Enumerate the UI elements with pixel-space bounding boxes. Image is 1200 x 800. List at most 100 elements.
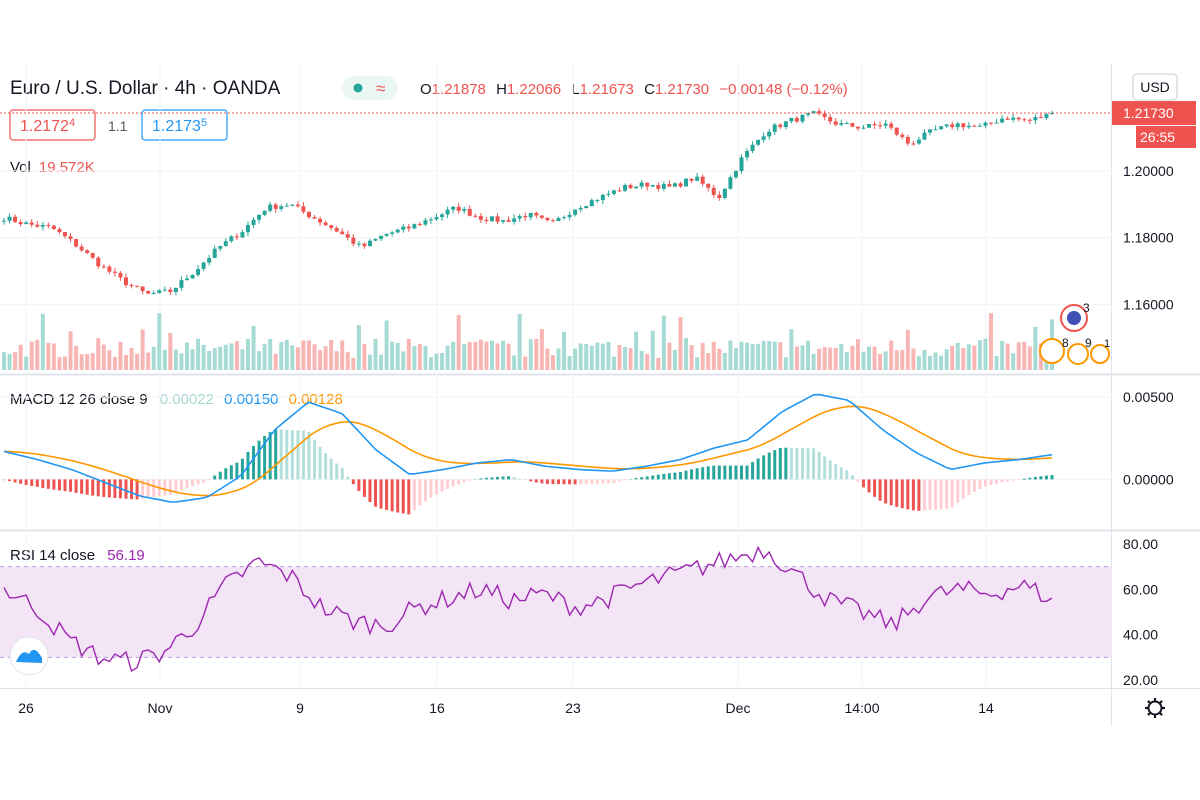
candle-body — [822, 113, 827, 117]
volume-bar — [118, 341, 123, 370]
buy-button[interactable] — [141, 109, 228, 141]
volume-bar — [229, 343, 234, 370]
volume-bar — [51, 343, 56, 370]
macd-histogram-bar — [922, 479, 926, 511]
candle-body — [257, 214, 262, 220]
macd-histogram-bar — [1028, 477, 1032, 480]
candle-body — [196, 268, 201, 275]
us-event-icon[interactable] — [1090, 344, 1110, 364]
candle-body — [434, 217, 439, 220]
candle-body — [318, 218, 323, 223]
volume-bar — [351, 357, 356, 370]
candle-body — [190, 274, 195, 279]
symbol-title: Euro / U.S. Dollar · 4h · OANDA — [10, 78, 281, 99]
macd-histogram-bar — [240, 458, 244, 480]
us-event-icon[interactable] — [1039, 338, 1065, 364]
candle-body — [767, 131, 772, 137]
candle-body — [567, 214, 572, 218]
macd-histogram-bar — [667, 473, 671, 480]
macd-legend: MACD 12 26 close 9 0.00022 0.00150 0.001… — [10, 391, 343, 408]
rsi-axis-tick: 60.00 — [1123, 581, 1158, 597]
wave-icon[interactable]: ≈ — [376, 79, 385, 98]
candle-body — [284, 205, 289, 207]
macd-histogram-bar — [385, 479, 389, 511]
gear-icon[interactable] — [1145, 698, 1165, 718]
volume-bar — [40, 313, 45, 370]
volume-bar — [562, 331, 567, 370]
currency-button[interactable] — [1132, 73, 1178, 101]
candle-body — [950, 124, 955, 128]
candle-body — [667, 184, 672, 187]
macd-histogram-bar — [490, 477, 494, 480]
price-chart-svg[interactable]: Euro / U.S. Dollar · 4h · OANDA ≈ O1.218… — [0, 64, 1200, 726]
currency-label: USD — [1140, 79, 1170, 95]
candle-body — [168, 289, 173, 293]
candle-body — [634, 186, 639, 189]
volume-bar — [467, 342, 472, 370]
macd-histogram-bar — [540, 479, 544, 484]
volume-bar — [800, 345, 805, 370]
candle-body — [312, 217, 317, 219]
us-event-icon[interactable] — [1067, 343, 1089, 365]
candle-body — [384, 233, 389, 236]
volume-bar — [329, 340, 334, 370]
volume-bar — [567, 356, 572, 370]
volume-bar — [672, 349, 677, 370]
candle-body — [828, 116, 833, 122]
candle-body — [839, 123, 844, 125]
volume-bar — [772, 341, 777, 370]
candle-body — [334, 227, 339, 232]
macd-histogram-bar — [501, 476, 505, 480]
volume-bar — [645, 353, 650, 370]
volume-bar — [345, 351, 350, 370]
candle-body — [157, 290, 162, 294]
macd-histogram-bar — [911, 479, 915, 511]
macd-histogram-bar — [19, 479, 23, 484]
volume-bar — [29, 341, 34, 370]
indicator-toggle[interactable] — [342, 76, 398, 100]
volume-bar — [384, 320, 389, 370]
volume-bar — [445, 345, 450, 370]
volume-bar — [806, 340, 811, 370]
volume-bar — [240, 349, 245, 370]
rsi-axis-tick: 40.00 — [1123, 627, 1158, 643]
candle-body — [101, 266, 106, 268]
macd-histogram-bar — [595, 479, 599, 484]
volume-bar — [1027, 346, 1032, 370]
macd-histogram-bar — [529, 479, 533, 482]
candle-body — [351, 237, 356, 244]
volume-bar — [578, 343, 583, 370]
event-count-badge: 9 — [1085, 336, 1092, 350]
volume-bar — [13, 352, 18, 370]
volume-bar — [733, 348, 738, 370]
volume-bar — [545, 348, 550, 370]
volume-bar — [556, 348, 561, 370]
sell-button[interactable] — [9, 109, 96, 141]
volume-bar — [151, 346, 156, 370]
candle-body — [306, 211, 311, 218]
macd-histogram-bar — [773, 450, 777, 480]
volume-bar — [584, 343, 589, 370]
volume-bar — [284, 339, 289, 370]
macd-histogram-bar — [784, 447, 788, 480]
macd-histogram-bar — [423, 479, 427, 502]
candle-body — [1050, 113, 1054, 115]
candle-body — [240, 232, 245, 238]
candle-body — [323, 222, 328, 226]
macd-histogram-bar — [224, 468, 228, 480]
volume-bar — [939, 355, 944, 370]
volume-bar — [684, 338, 689, 370]
macd-histogram-bar — [839, 467, 843, 480]
candle-body — [628, 185, 633, 189]
macd-histogram-bar — [834, 464, 838, 480]
chart-frame[interactable]: Euro / U.S. Dollar · 4h · OANDA ≈ O1.218… — [0, 64, 1200, 726]
macd-histogram-bar — [523, 479, 527, 481]
macd-histogram-bar — [191, 479, 195, 487]
macd-histogram-bar — [440, 479, 444, 492]
rsi-band — [0, 566, 1112, 658]
candle-body — [883, 123, 888, 126]
macd-histogram-bar — [551, 479, 555, 485]
event-count-badge: 1 — [1104, 338, 1110, 350]
macd-histogram-bar — [568, 479, 572, 485]
macd-histogram-bar — [301, 430, 305, 480]
